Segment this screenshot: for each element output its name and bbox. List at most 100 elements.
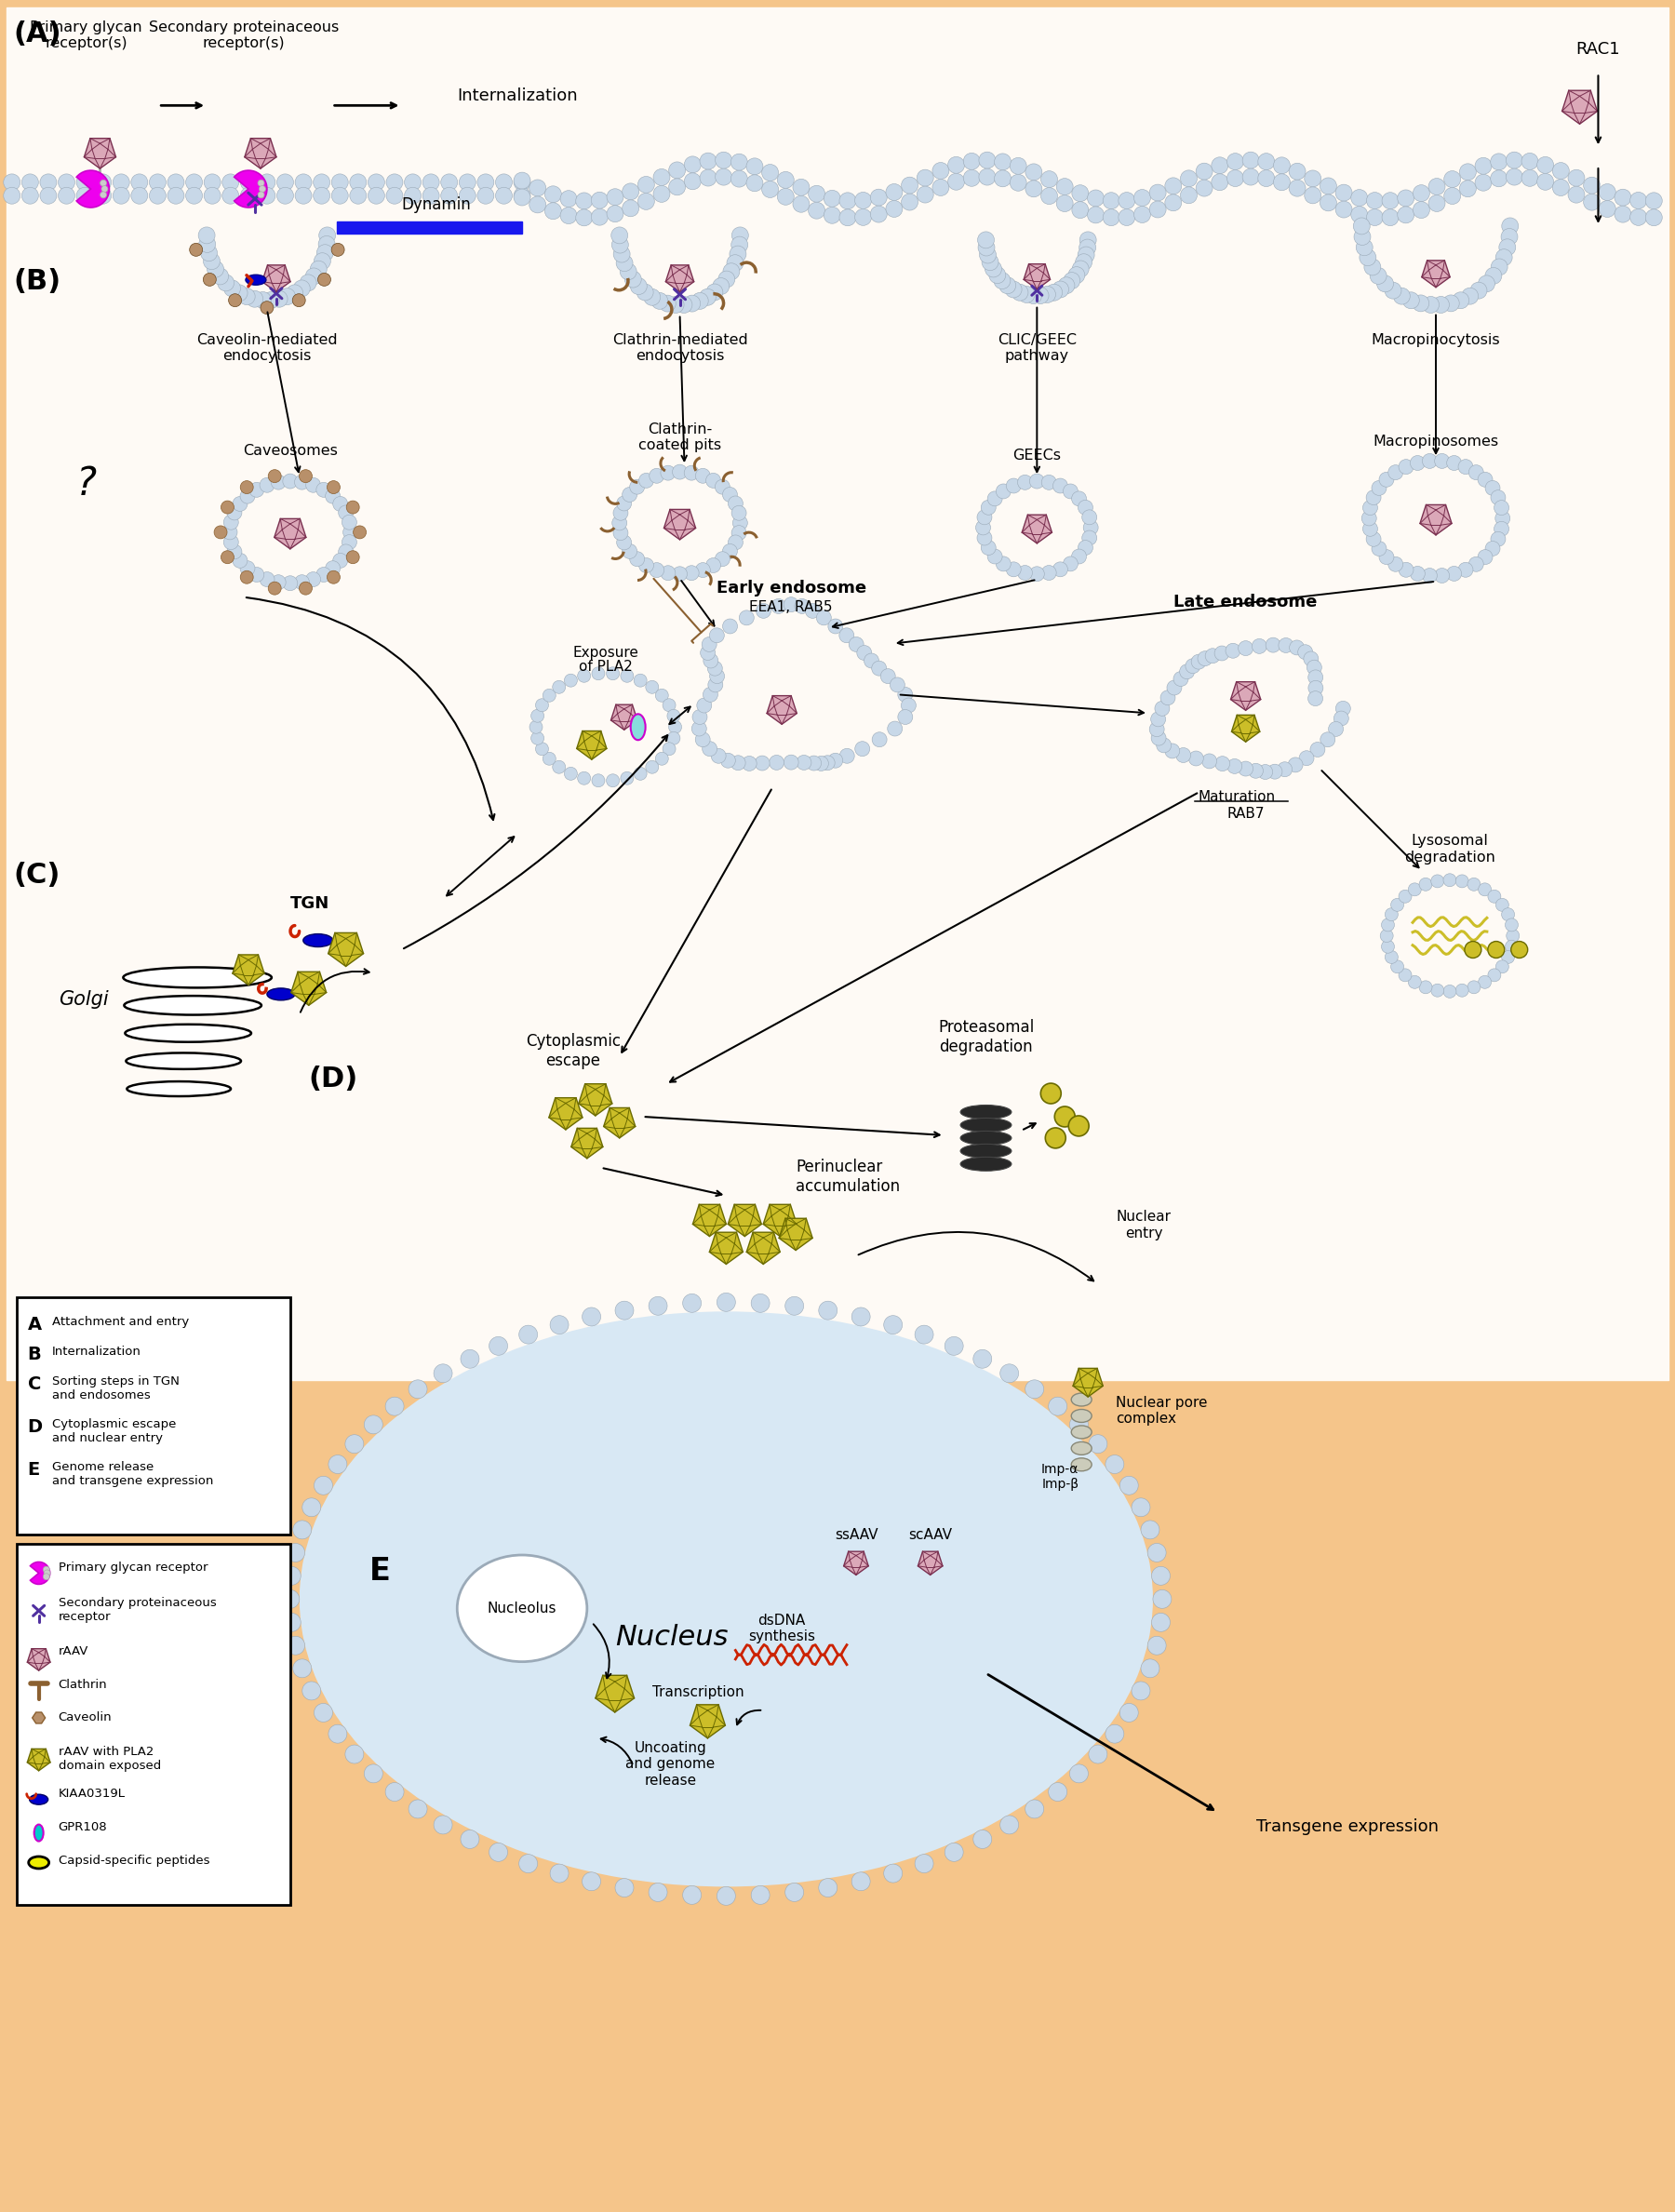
Circle shape	[692, 292, 709, 310]
Circle shape	[1429, 179, 1446, 195]
Text: Dynamin: Dynamin	[402, 197, 471, 212]
Circle shape	[307, 573, 320, 586]
Ellipse shape	[630, 714, 645, 741]
Circle shape	[268, 469, 281, 482]
Polygon shape	[764, 1206, 797, 1237]
Circle shape	[784, 597, 799, 613]
Circle shape	[1506, 929, 1519, 942]
Circle shape	[1459, 562, 1472, 577]
Circle shape	[712, 279, 729, 294]
Circle shape	[1017, 476, 1032, 489]
Circle shape	[477, 175, 494, 190]
Circle shape	[514, 173, 531, 188]
Wedge shape	[77, 170, 109, 208]
Circle shape	[1059, 276, 1075, 294]
Text: RAC1: RAC1	[1576, 42, 1620, 58]
Circle shape	[553, 761, 566, 774]
Circle shape	[1012, 283, 1028, 301]
Circle shape	[1419, 878, 1432, 891]
Circle shape	[977, 509, 992, 524]
Circle shape	[1363, 522, 1377, 535]
Text: Capsid-specific peptides: Capsid-specific peptides	[59, 1854, 209, 1867]
Circle shape	[653, 186, 670, 201]
Circle shape	[313, 188, 330, 204]
Circle shape	[667, 732, 680, 745]
Circle shape	[1308, 681, 1323, 695]
Circle shape	[1521, 170, 1538, 186]
Circle shape	[233, 495, 248, 511]
Circle shape	[1273, 157, 1290, 175]
Circle shape	[489, 1336, 508, 1356]
Ellipse shape	[246, 274, 266, 285]
Circle shape	[827, 619, 843, 633]
Circle shape	[1069, 268, 1085, 283]
Circle shape	[1164, 177, 1181, 195]
Circle shape	[1238, 641, 1253, 655]
Circle shape	[240, 571, 253, 584]
Circle shape	[1054, 478, 1067, 493]
Circle shape	[1018, 285, 1035, 303]
Circle shape	[553, 681, 566, 695]
Circle shape	[1409, 975, 1420, 989]
Circle shape	[461, 1829, 479, 1849]
Ellipse shape	[124, 967, 271, 989]
Circle shape	[620, 670, 633, 681]
Circle shape	[643, 290, 660, 305]
Circle shape	[40, 175, 57, 190]
Circle shape	[1471, 283, 1487, 299]
Text: Nucleus: Nucleus	[615, 1624, 729, 1650]
Circle shape	[777, 188, 794, 206]
Circle shape	[621, 544, 636, 560]
Circle shape	[422, 175, 439, 190]
Circle shape	[1154, 701, 1169, 717]
Circle shape	[1147, 1544, 1166, 1562]
Circle shape	[739, 611, 754, 626]
Circle shape	[1206, 648, 1219, 664]
Text: Imp-α
Imp-β: Imp-α Imp-β	[1042, 1462, 1079, 1491]
Circle shape	[1102, 210, 1119, 226]
Circle shape	[849, 637, 864, 653]
Circle shape	[1506, 918, 1518, 931]
Circle shape	[729, 495, 744, 511]
Circle shape	[327, 480, 340, 493]
Circle shape	[1397, 190, 1414, 206]
Circle shape	[620, 772, 633, 785]
Circle shape	[343, 524, 358, 540]
Circle shape	[332, 188, 348, 204]
Circle shape	[276, 188, 293, 204]
Circle shape	[1167, 681, 1183, 695]
Circle shape	[223, 188, 240, 204]
Circle shape	[1278, 637, 1293, 653]
Circle shape	[784, 754, 799, 770]
Text: TGN: TGN	[290, 896, 330, 911]
Text: Clathrin: Clathrin	[59, 1679, 107, 1690]
Text: D: D	[27, 1418, 42, 1436]
Polygon shape	[710, 1232, 744, 1265]
Circle shape	[1072, 261, 1089, 276]
Circle shape	[1615, 188, 1631, 206]
Circle shape	[385, 1783, 404, 1801]
Circle shape	[293, 1659, 312, 1677]
Circle shape	[1248, 763, 1263, 779]
Circle shape	[1288, 757, 1303, 772]
Circle shape	[1156, 739, 1171, 752]
Circle shape	[648, 1296, 667, 1316]
Circle shape	[978, 168, 995, 186]
Polygon shape	[32, 1712, 45, 1723]
Circle shape	[333, 495, 348, 511]
Circle shape	[536, 699, 548, 712]
Circle shape	[1377, 274, 1394, 292]
Circle shape	[633, 768, 647, 781]
Circle shape	[1005, 281, 1022, 299]
Polygon shape	[693, 1206, 727, 1237]
Text: Transcription: Transcription	[653, 1686, 744, 1699]
Circle shape	[1600, 184, 1616, 201]
Circle shape	[315, 1475, 333, 1495]
Circle shape	[223, 535, 238, 549]
Circle shape	[898, 688, 913, 701]
Circle shape	[1501, 228, 1518, 246]
Circle shape	[529, 721, 543, 734]
Circle shape	[747, 175, 764, 192]
Circle shape	[707, 661, 722, 675]
Polygon shape	[549, 1097, 583, 1130]
